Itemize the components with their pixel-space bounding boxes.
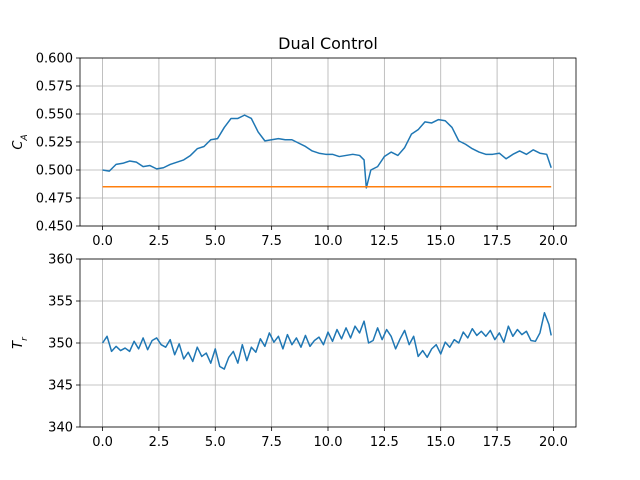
y-tick-label: 340 <box>48 421 73 436</box>
y-tick-label: 0.525 <box>36 136 73 151</box>
x-tick-label: 17.5 <box>483 435 512 450</box>
bottom-chart-tr: 0.0 2.5 5.0 7.5 10.0 12.5 15.0 17.5 20.0 340 345 35… <box>11 253 577 450</box>
y-tick-label: 0.450 <box>36 220 73 235</box>
x-tick-label: 10.0 <box>314 234 343 249</box>
y-axis-label: CA <box>11 134 30 149</box>
x-tick-label: 10.0 <box>314 435 343 450</box>
y-tick-label: 355 <box>48 295 73 310</box>
x-tick-label: 2.5 <box>149 234 170 249</box>
x-tick-label: 12.5 <box>370 234 399 249</box>
top-chart-dual-control: 0.0 2.5 5.0 7.5 10.0 12.5 15.0 17.5 20.0 0.450 0.4… <box>11 34 577 249</box>
x-tick-label: 17.5 <box>483 234 512 249</box>
series-line-0 <box>102 114 552 189</box>
y-tick-label: 0.550 <box>36 108 73 123</box>
x-tick-label: 5.0 <box>205 234 226 249</box>
x-tick-label: 7.5 <box>261 234 282 249</box>
y-tick-label: 0.475 <box>36 192 73 207</box>
series-line-0 <box>101 312 552 370</box>
x-tick-label: 20.0 <box>539 234 568 249</box>
y-tick-label: 350 <box>48 337 73 352</box>
y-tick-label: 360 <box>48 253 73 268</box>
y-tick-label: 0.575 <box>36 80 73 95</box>
y-axis-label: Tr <box>11 336 30 349</box>
y-tick-label: 0.600 <box>36 52 73 67</box>
x-tick-label: 12.5 <box>370 435 399 450</box>
x-tick-label: 7.5 <box>261 435 282 450</box>
y-tick-label: 345 <box>48 379 73 394</box>
y-tick-label: 0.500 <box>36 164 73 179</box>
chart-title: Dual Control <box>278 34 378 53</box>
x-tick-label: 20.0 <box>539 435 568 450</box>
x-tick-label: 2.5 <box>149 435 170 450</box>
x-tick-label: 5.0 <box>205 435 226 450</box>
x-tick-label: 0.0 <box>92 435 113 450</box>
x-tick-label: 15.0 <box>426 234 455 249</box>
x-tick-label: 0.0 <box>92 234 113 249</box>
x-tick-label: 15.0 <box>426 435 455 450</box>
